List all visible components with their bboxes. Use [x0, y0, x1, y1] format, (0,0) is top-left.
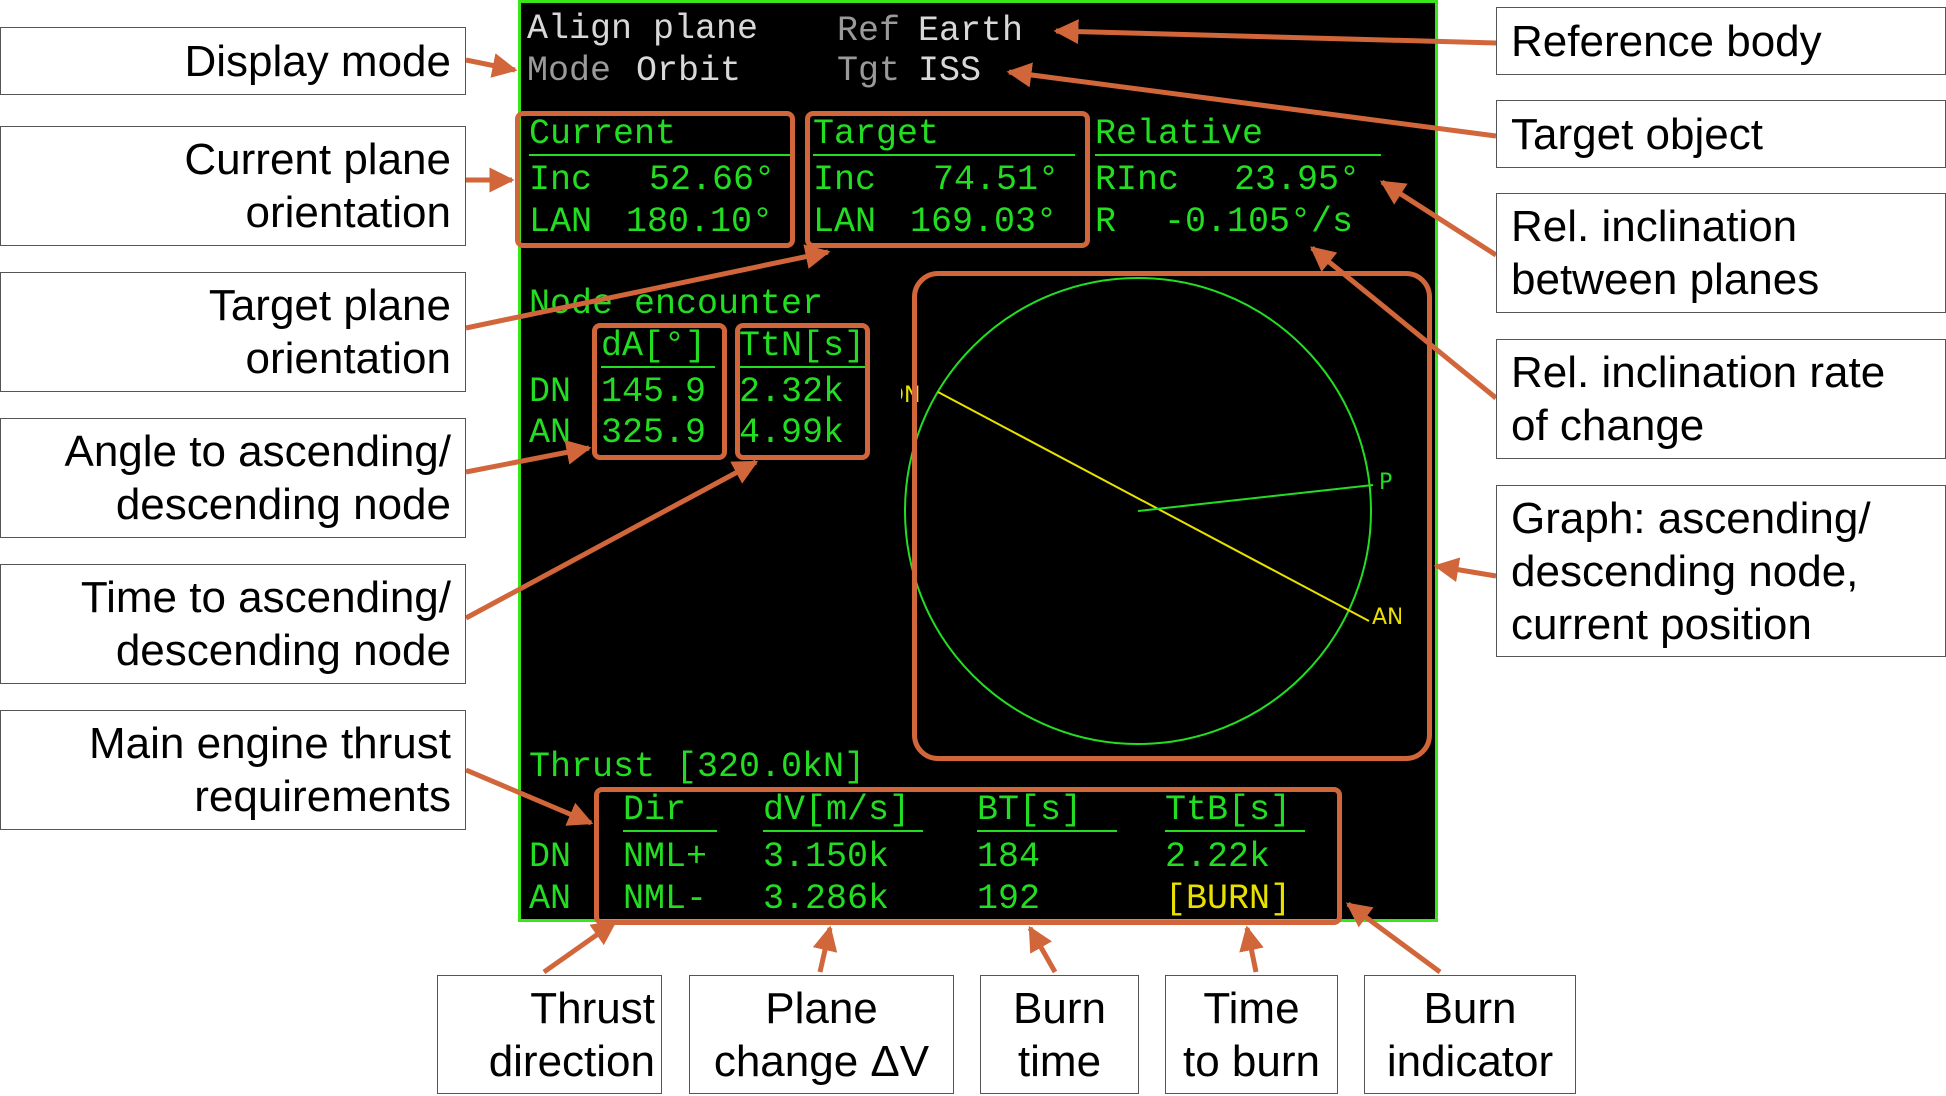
current-inc-label: Inc [529, 160, 593, 200]
callout-graph: Graph: ascending/descending node, current… [1496, 485, 1946, 657]
highlight-graph [912, 271, 1432, 761]
mode-label: Mode [527, 51, 612, 91]
callout-rel-rate: Rel. inclination rate of change [1496, 339, 1946, 459]
callout-burn-indicator: Burn indicator [1364, 975, 1576, 1094]
display-title: Align plane [527, 9, 759, 49]
burn-indicator: [BURN] [1165, 879, 1292, 919]
highlight-target [805, 111, 1090, 248]
thrust-row-dn-dir: NML+ [623, 837, 708, 877]
callout-time-to-burn: Time to burn [1165, 975, 1338, 1094]
callout-angle-node: Angle to ascending/descending node [0, 418, 466, 538]
ref-label: Ref [837, 11, 901, 51]
callout-plane-change: Plane change ΔV [689, 975, 954, 1094]
graph-an-label: AN [1372, 605, 1401, 630]
thrust-col-ttb: TtB[s] [1165, 790, 1305, 832]
target-lan-label: LAN [813, 202, 877, 242]
arrow-rel-inc [1379, 179, 1498, 258]
callout-rel-inclination: Rel. inclination between planes [1496, 193, 1946, 313]
node-row-an-label: AN [529, 413, 572, 453]
callout-reference-body: Reference body [1496, 7, 1946, 75]
current-inc-value: 52.66° [649, 160, 776, 200]
current-heading: Current [529, 114, 791, 156]
relative-r-value: -0.105°/s [1164, 202, 1354, 242]
thrust-row-dn-bt: 184 [977, 837, 1041, 877]
node-line [937, 391, 1370, 622]
orbit-circle [904, 277, 1372, 745]
arrow-ref-body [1053, 19, 1497, 46]
callout-target-plane: Target plane orientation [0, 272, 466, 392]
relative-r-label: R [1095, 202, 1117, 242]
tgt-value: ISS [918, 51, 982, 91]
thrust-row-dn-dv: 3.150k [763, 837, 890, 877]
highlight-current [515, 111, 795, 248]
tgt-label: Tgt [837, 51, 901, 91]
callout-display-mode: Display mode [0, 27, 466, 95]
arrow-angle [465, 440, 592, 475]
current-lan-value: 180.10° [626, 202, 774, 242]
node-row-dn-label: DN [529, 372, 572, 412]
arrow-time-burn [1239, 925, 1264, 973]
node-row-dn-ttn: 2.32k [739, 372, 845, 412]
arrow-burn-time [1027, 925, 1058, 974]
graph-p-label: P [1379, 470, 1392, 495]
highlight-time [735, 323, 870, 460]
arrow-burn-indicator [1345, 901, 1442, 975]
relative-rinc-label: RInc [1095, 160, 1180, 200]
relative-heading: Relative [1095, 114, 1381, 156]
callout-current-plane: Current plane orientation [0, 126, 466, 246]
thrust-row-an-bt: 192 [977, 879, 1041, 919]
node-row-an-ttn: 4.99k [739, 413, 845, 453]
thrust-row-dn-ttb: 2.22k [1165, 837, 1271, 877]
arrow-display-mode [465, 53, 518, 78]
highlight-thrust [594, 787, 1342, 925]
arrow-thrust-dir [542, 919, 618, 975]
callout-thrust-req: Main engine thrust requirements [0, 710, 466, 830]
relative-rinc-value: 23.95° [1234, 160, 1361, 200]
thrust-row-dn-label: DN [529, 837, 572, 877]
callout-thrust-direction: Thrust direction [437, 975, 662, 1094]
thrust-row-an-label: AN [529, 879, 572, 919]
arrow-plane-change [812, 925, 838, 973]
highlight-angle [592, 323, 727, 460]
thrust-heading: Thrust [320.0kN] [529, 747, 866, 787]
node-col-da: dA[°] [601, 326, 715, 368]
target-inc-label: Inc [813, 160, 877, 200]
arrow-target-object [1006, 62, 1497, 139]
target-lan-value: 169.03° [910, 202, 1058, 242]
arrow-time [464, 459, 759, 621]
thrust-row-an-dv: 3.286k [763, 879, 890, 919]
thrust-col-dv: dV[m/s] [763, 790, 923, 832]
target-inc-value: 74.51° [933, 160, 1060, 200]
arrow-graph [1433, 557, 1497, 583]
callout-time-node: Time to ascending/descending node [0, 564, 466, 684]
position-line [1137, 484, 1374, 512]
target-heading: Target [813, 114, 1075, 156]
mfd-screen: Align plane Ref Earth Mode Orbit Tgt ISS… [518, 0, 1438, 922]
node-row-dn-da: 145.9 [601, 372, 707, 412]
thrust-col-dir: Dir [623, 790, 717, 832]
thrust-col-bt: BT[s] [977, 790, 1117, 832]
arrow-target [465, 244, 831, 331]
arrow-rel-rate [1310, 246, 1498, 400]
arrow-thrust-req [465, 767, 594, 826]
current-lan-label: LAN [529, 202, 593, 242]
node-col-ttn: TtN[s] [739, 326, 869, 368]
ref-value: Earth [918, 11, 1024, 51]
mode-value: Orbit [636, 51, 742, 91]
callout-target-object: Target object [1496, 100, 1946, 168]
node-row-an-da: 325.9 [601, 413, 707, 453]
callout-burn-time: Burn time [980, 975, 1139, 1094]
thrust-row-an-dir: NML- [623, 879, 708, 919]
